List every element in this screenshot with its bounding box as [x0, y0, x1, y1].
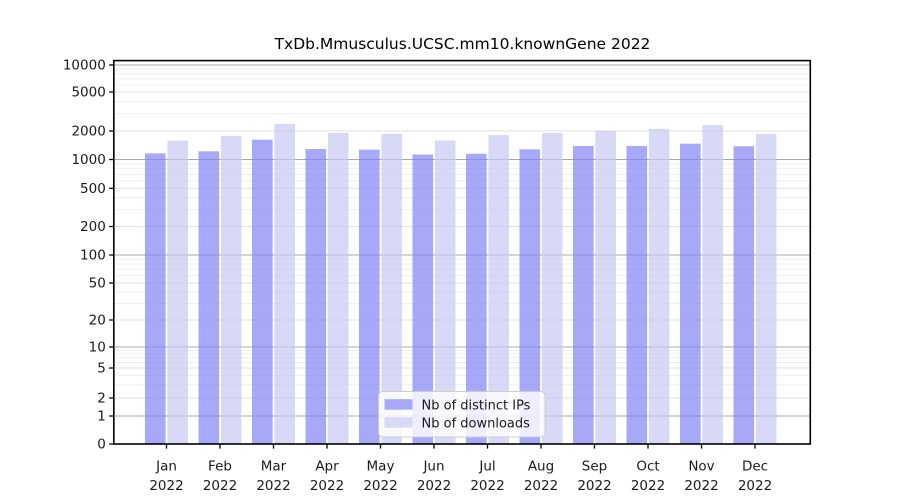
bar-mar-downloads [274, 123, 295, 444]
bar-may-distinct-ips [359, 149, 380, 444]
x-tick-label-year: 2022 [470, 478, 504, 494]
y-tick-label: 2 [97, 391, 106, 407]
legend-swatch-downloads [384, 417, 413, 428]
x-tick-label-year: 2022 [310, 478, 344, 494]
x-tick-label-month: Jun [422, 459, 444, 475]
x-tick-label-month: Apr [315, 459, 339, 475]
x-tick-label-month: Jul [478, 459, 495, 475]
bar-mar-distinct-ips [252, 139, 273, 444]
bar-feb-downloads [220, 135, 242, 444]
x-tick-label-year: 2022 [149, 478, 183, 494]
x-tick-label-month: Feb [208, 459, 232, 475]
bar-jan-distinct-ips [145, 153, 166, 444]
bar-apr-downloads [327, 132, 349, 444]
bar-sep-distinct-ips [573, 145, 594, 444]
x-tick-label-month: May [367, 459, 395, 475]
x-tick-label-year: 2022 [256, 478, 290, 494]
chart-title: TxDb.Mmusculus.UCSC.mm10.knownGene 2022 [274, 35, 651, 53]
bar-jun-downloads [434, 140, 456, 444]
y-tick-label: 50 [89, 276, 106, 292]
bar-oct-downloads [648, 128, 670, 445]
y-tick-label: 200 [80, 219, 106, 235]
y-tick-label: 1000 [71, 152, 105, 168]
x-tick-label-year: 2022 [417, 478, 451, 494]
bar-apr-distinct-ips [305, 149, 327, 445]
x-tick-label-month: Sep [582, 459, 607, 475]
y-tick-label: 100 [80, 248, 106, 264]
bar-nov-downloads [702, 125, 723, 444]
x-tick-label-month: Mar [261, 459, 287, 475]
y-tick-label: 2000 [71, 124, 105, 140]
x-tick-label-year: 2022 [203, 478, 237, 494]
y-tick-label: 20 [89, 313, 106, 329]
legend-label-distinct-ips: Nb of distinct IPs [422, 399, 531, 414]
bar-jun-distinct-ips [412, 154, 434, 445]
x-tick-label-month: Nov [688, 459, 714, 475]
bar-aug-downloads [541, 132, 563, 444]
bar-sep-downloads [595, 130, 616, 445]
y-tick-label: 500 [80, 181, 106, 197]
y-tick-label: 1 [97, 409, 106, 425]
bar-nov-distinct-ips [680, 143, 701, 444]
x-tick-label-year: 2022 [738, 478, 772, 494]
bar-may-downloads [381, 133, 402, 444]
bar-dec-downloads [755, 133, 777, 444]
bar-jan-downloads [167, 140, 188, 445]
y-tick-label: 5 [97, 361, 106, 377]
y-tick-label: 0 [97, 437, 106, 453]
plot-frame [113, 59, 812, 445]
y-tick-label: 10 [89, 340, 106, 356]
legend-swatch-distinct-ips [384, 399, 413, 410]
x-tick-label-month: Jan [155, 459, 177, 475]
legend-label-downloads: Nb of downloads [422, 417, 531, 432]
bar-jul-distinct-ips [466, 153, 487, 445]
y-tick-label: 5000 [71, 85, 105, 101]
x-tick-label-year: 2022 [577, 478, 611, 494]
bar-aug-distinct-ips [519, 149, 541, 444]
x-tick-label-month: Aug [528, 459, 554, 475]
bar-oct-distinct-ips [626, 145, 648, 444]
bar-feb-distinct-ips [198, 151, 220, 444]
x-tick-label-month: Oct [636, 459, 659, 475]
x-tick-label-month: Dec [742, 459, 768, 475]
y-tick-label: 10000 [63, 58, 106, 74]
x-tick-label-year: 2022 [631, 478, 665, 494]
bar-jul-downloads [488, 135, 509, 444]
x-tick-label-year: 2022 [363, 478, 397, 494]
bar-dec-distinct-ips [733, 146, 755, 444]
legend-box [378, 391, 546, 438]
x-tick-label-year: 2022 [524, 478, 558, 494]
x-tick-label-year: 2022 [684, 478, 718, 494]
